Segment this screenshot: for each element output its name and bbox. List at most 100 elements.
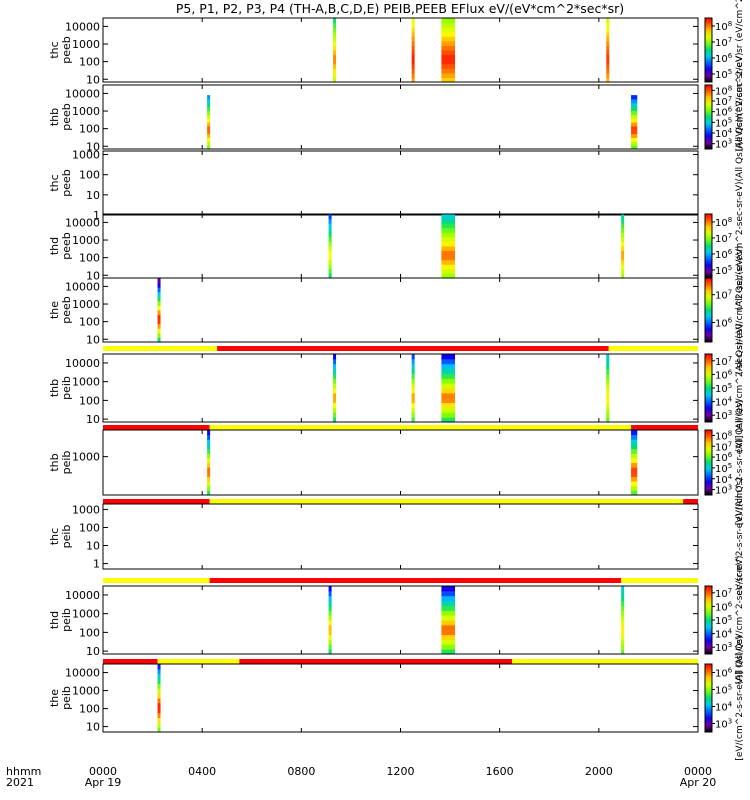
flux-cell <box>207 490 211 496</box>
flux-cell <box>411 18 415 24</box>
flux-cell <box>207 129 211 135</box>
y-tick-label: 10 <box>86 540 100 553</box>
flux-cell <box>333 412 337 418</box>
x-row-label-year: 2021 <box>6 776 34 789</box>
flux-cell <box>631 145 638 150</box>
flux-cell <box>157 668 161 675</box>
flux-cell <box>328 644 332 650</box>
flux-cell <box>328 264 332 270</box>
flux-cell <box>441 77 456 83</box>
flux-cell <box>333 417 337 423</box>
colorbar-tick-label: 103 <box>715 641 732 654</box>
flux-cell <box>631 485 638 491</box>
flux-cell <box>441 268 456 274</box>
flux-interval <box>621 214 625 279</box>
flux-interval <box>207 95 211 150</box>
mode-bar-segment <box>683 499 698 504</box>
panel-frame <box>102 429 699 496</box>
colorbar-tick-label: 107 <box>715 587 732 600</box>
mode-bar-segment <box>608 346 698 351</box>
flux-cell <box>328 259 332 265</box>
flux-cell <box>207 453 211 459</box>
flux-cell <box>333 63 337 69</box>
y-axis-label: peeb <box>60 36 73 64</box>
flux-cell <box>606 407 610 413</box>
flux-cell <box>606 383 610 389</box>
y-tick-label: 10000 <box>65 216 100 229</box>
y-tick-label: 10000 <box>65 87 100 100</box>
mode-bar-segment <box>103 659 158 664</box>
flux-cell <box>328 268 332 274</box>
flux-cell <box>606 18 610 24</box>
colorbar-tick-label: 105 <box>715 614 732 627</box>
y-axis-label: thd <box>48 611 61 629</box>
flux-cell <box>621 236 625 242</box>
y-tick-label: 100 <box>79 56 100 69</box>
colorbar-exponent: 5 <box>728 382 732 390</box>
mode-bar-segment <box>209 578 622 583</box>
flux-cell <box>631 490 638 496</box>
y-tick-label: 10 <box>86 413 100 426</box>
flux-cell <box>333 59 337 65</box>
flux-cell <box>441 273 456 279</box>
flux-cell <box>157 332 161 338</box>
flux-cell <box>441 54 456 60</box>
flux-cell <box>621 268 625 274</box>
flux-cell <box>631 443 638 450</box>
y-tick-label: 1000 <box>72 38 100 51</box>
colorbar-tick-label: 104 <box>715 701 733 714</box>
flux-cell <box>207 439 211 445</box>
flux-cell <box>441 605 456 611</box>
flux-cell <box>328 246 332 252</box>
colorbar-exponent: 6 <box>728 368 733 376</box>
flux-cell <box>441 40 456 46</box>
flux-cell <box>631 141 638 146</box>
flux-cell <box>328 624 332 631</box>
flux-cell <box>441 259 456 265</box>
flux-cell <box>441 232 456 238</box>
colorbar-exponent: 3 <box>728 718 732 726</box>
mode-bar-segment <box>217 346 609 351</box>
flux-interval <box>157 664 161 733</box>
flux-cell <box>441 397 456 404</box>
y-tick-label: 1000 <box>72 149 100 162</box>
y-tick-label: 1 <box>93 558 100 571</box>
flux-cell <box>333 368 337 374</box>
flux-cell <box>207 476 211 482</box>
flux-cell <box>606 36 610 42</box>
flux-cell <box>157 323 161 329</box>
y-tick-label: 10000 <box>65 357 100 370</box>
flux-interval <box>411 354 415 423</box>
flux-cell <box>328 227 332 233</box>
y-tick-label: 100 <box>79 703 100 716</box>
colorbar-tick-label: 106 <box>715 667 733 680</box>
colorbar-exponent: 8 <box>728 84 732 92</box>
colorbar-exponent: 3 <box>728 641 732 649</box>
y-axis-label: peib <box>60 686 73 710</box>
flux-cell <box>441 236 456 242</box>
flux-cell <box>157 707 161 714</box>
panel-thc_peib: 1 10 100 1000 thc peib eV/(cm^2-s-sr-eV) (All … <box>48 477 745 595</box>
y-axis-label: peeb <box>60 103 73 131</box>
colorbar-tick-label: 106 <box>715 52 733 65</box>
flux-cell <box>207 122 211 127</box>
flux-cell <box>606 417 610 423</box>
flux-cell <box>621 620 625 626</box>
flux-cell <box>411 392 415 399</box>
flux-cell <box>606 27 610 33</box>
flux-interval <box>606 354 610 423</box>
flux-cell <box>157 291 161 297</box>
flux-cell <box>621 255 625 261</box>
flux-cell <box>157 337 161 343</box>
colorbar-exponent: 5 <box>728 264 732 272</box>
flux-cell <box>606 50 610 56</box>
colorbar-exponent: 4 <box>728 701 733 709</box>
flux-cell <box>441 600 456 606</box>
flux-cell <box>328 595 332 602</box>
colorbar-exponent: 6 <box>728 248 733 256</box>
y-axis-label: thd <box>48 237 61 255</box>
